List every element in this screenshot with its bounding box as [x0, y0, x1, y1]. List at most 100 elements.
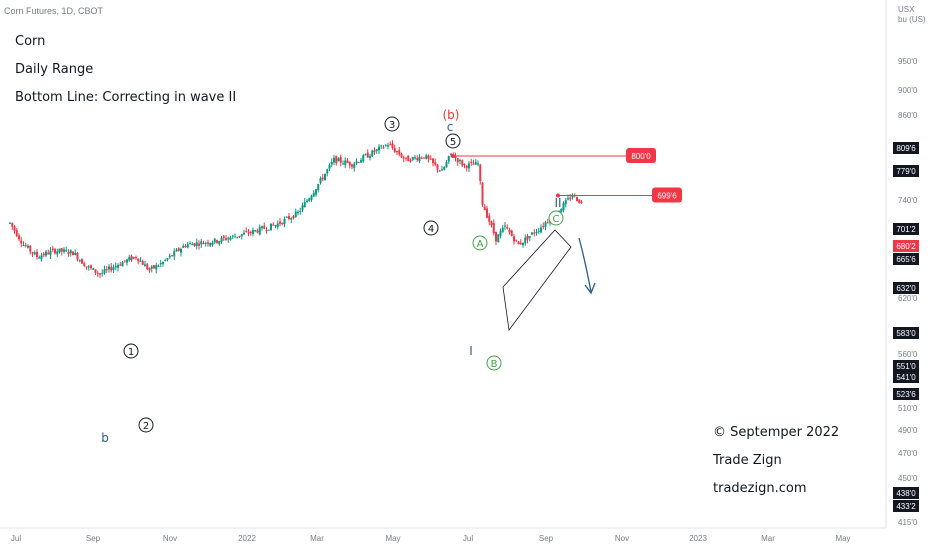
candle-body — [146, 264, 149, 270]
candle-body — [303, 201, 306, 208]
candle-body — [173, 251, 176, 257]
candle-body — [245, 231, 248, 233]
candle-body — [483, 206, 486, 211]
candle-body — [519, 242, 522, 245]
candle-body — [279, 221, 281, 224]
candle-body — [423, 157, 425, 159]
price-axis-tag-label: 438'0 — [896, 489, 916, 498]
wave-label-circle — [423, 220, 439, 236]
candle-body — [60, 248, 63, 252]
candle-body — [81, 259, 83, 264]
candle-body — [418, 156, 421, 162]
candle-body — [144, 264, 146, 267]
candle-body — [247, 232, 250, 234]
candle-body — [429, 158, 432, 160]
candle-body — [369, 156, 371, 158]
candle-body — [193, 243, 196, 246]
level-anchor-dot — [451, 154, 455, 158]
candle-body — [132, 257, 135, 259]
candle-body — [157, 265, 160, 267]
candle-body — [159, 263, 162, 265]
candle-body — [47, 252, 50, 255]
candle-body — [31, 252, 34, 254]
wave-label-circle — [123, 343, 139, 359]
candle-body — [477, 163, 479, 165]
candle-body — [29, 245, 32, 252]
y-tick-label: 560'0 — [898, 350, 918, 359]
candle-body — [335, 155, 338, 164]
price-axis-tag — [893, 165, 919, 177]
candle-body — [72, 251, 74, 256]
price-axis-tag — [893, 142, 919, 154]
candle-body — [274, 225, 277, 227]
candle-body — [222, 236, 225, 239]
candle-body — [364, 154, 367, 156]
candle-body — [315, 189, 317, 195]
wave-label: 1 — [128, 347, 134, 358]
y-tick-label: 470'0 — [898, 449, 918, 458]
candle-body — [499, 231, 502, 236]
candle-body — [204, 242, 207, 244]
candle-body — [112, 267, 115, 270]
candle-body — [267, 229, 270, 231]
x-tick-label: Nov — [163, 534, 177, 543]
candle-body — [290, 218, 293, 220]
footer-site: tradezign.com — [713, 481, 807, 496]
y-tick-label: 950'0 — [898, 57, 918, 66]
candle-body — [128, 257, 131, 261]
candle-body — [513, 236, 515, 242]
candle-body — [54, 249, 56, 254]
candle-body — [360, 160, 362, 163]
price-axis-tag — [893, 240, 919, 252]
candle-body — [492, 223, 495, 234]
level-price-badge — [652, 187, 682, 203]
candle-body — [85, 266, 88, 268]
candle-body — [33, 252, 36, 255]
candle-body — [11, 222, 14, 227]
candle-body — [571, 195, 574, 198]
candle-body — [312, 192, 315, 197]
x-tick-label: May — [385, 534, 400, 543]
candle-body — [256, 230, 259, 233]
candle-body — [346, 160, 349, 163]
candle-body — [580, 201, 583, 203]
candle-body — [510, 230, 513, 236]
candle-body — [535, 231, 538, 234]
candle-body — [236, 236, 239, 238]
candle-body — [495, 231, 497, 242]
candle-body — [36, 251, 38, 258]
price-axis-tag-label: 779'0 — [896, 167, 916, 176]
candle-body — [299, 211, 302, 213]
level-price-badge — [626, 148, 656, 163]
x-tick-label: Nov — [615, 534, 629, 543]
rising-channel — [502, 229, 572, 332]
candle-body — [281, 222, 284, 225]
symbol-header: Corn Futures, 1D, CBOT — [4, 6, 104, 16]
candle-body — [123, 260, 126, 262]
y-tick-label: 900'0 — [898, 86, 918, 95]
candle-body — [497, 234, 500, 243]
candle-body — [342, 163, 344, 165]
candle-body — [261, 226, 263, 228]
candle-body — [540, 227, 542, 233]
candle-body — [461, 160, 464, 166]
candle-body — [306, 200, 308, 203]
x-tick-label: Sep — [86, 534, 101, 543]
candle-body — [474, 161, 477, 165]
candle-body — [168, 255, 171, 258]
candle-body — [272, 224, 275, 226]
candle-body — [508, 229, 511, 233]
candle-body — [254, 230, 257, 232]
candle-body — [488, 215, 491, 222]
annotation-timeframe: Daily Range — [15, 62, 94, 77]
candle-body — [292, 216, 295, 219]
candle-body — [83, 263, 86, 267]
candle-body — [436, 164, 439, 170]
candle-body — [524, 237, 527, 244]
candle-body — [189, 243, 191, 245]
candle-body — [578, 199, 581, 203]
candle-body — [371, 150, 374, 157]
candle-body — [319, 178, 322, 183]
candle-body — [265, 230, 268, 232]
